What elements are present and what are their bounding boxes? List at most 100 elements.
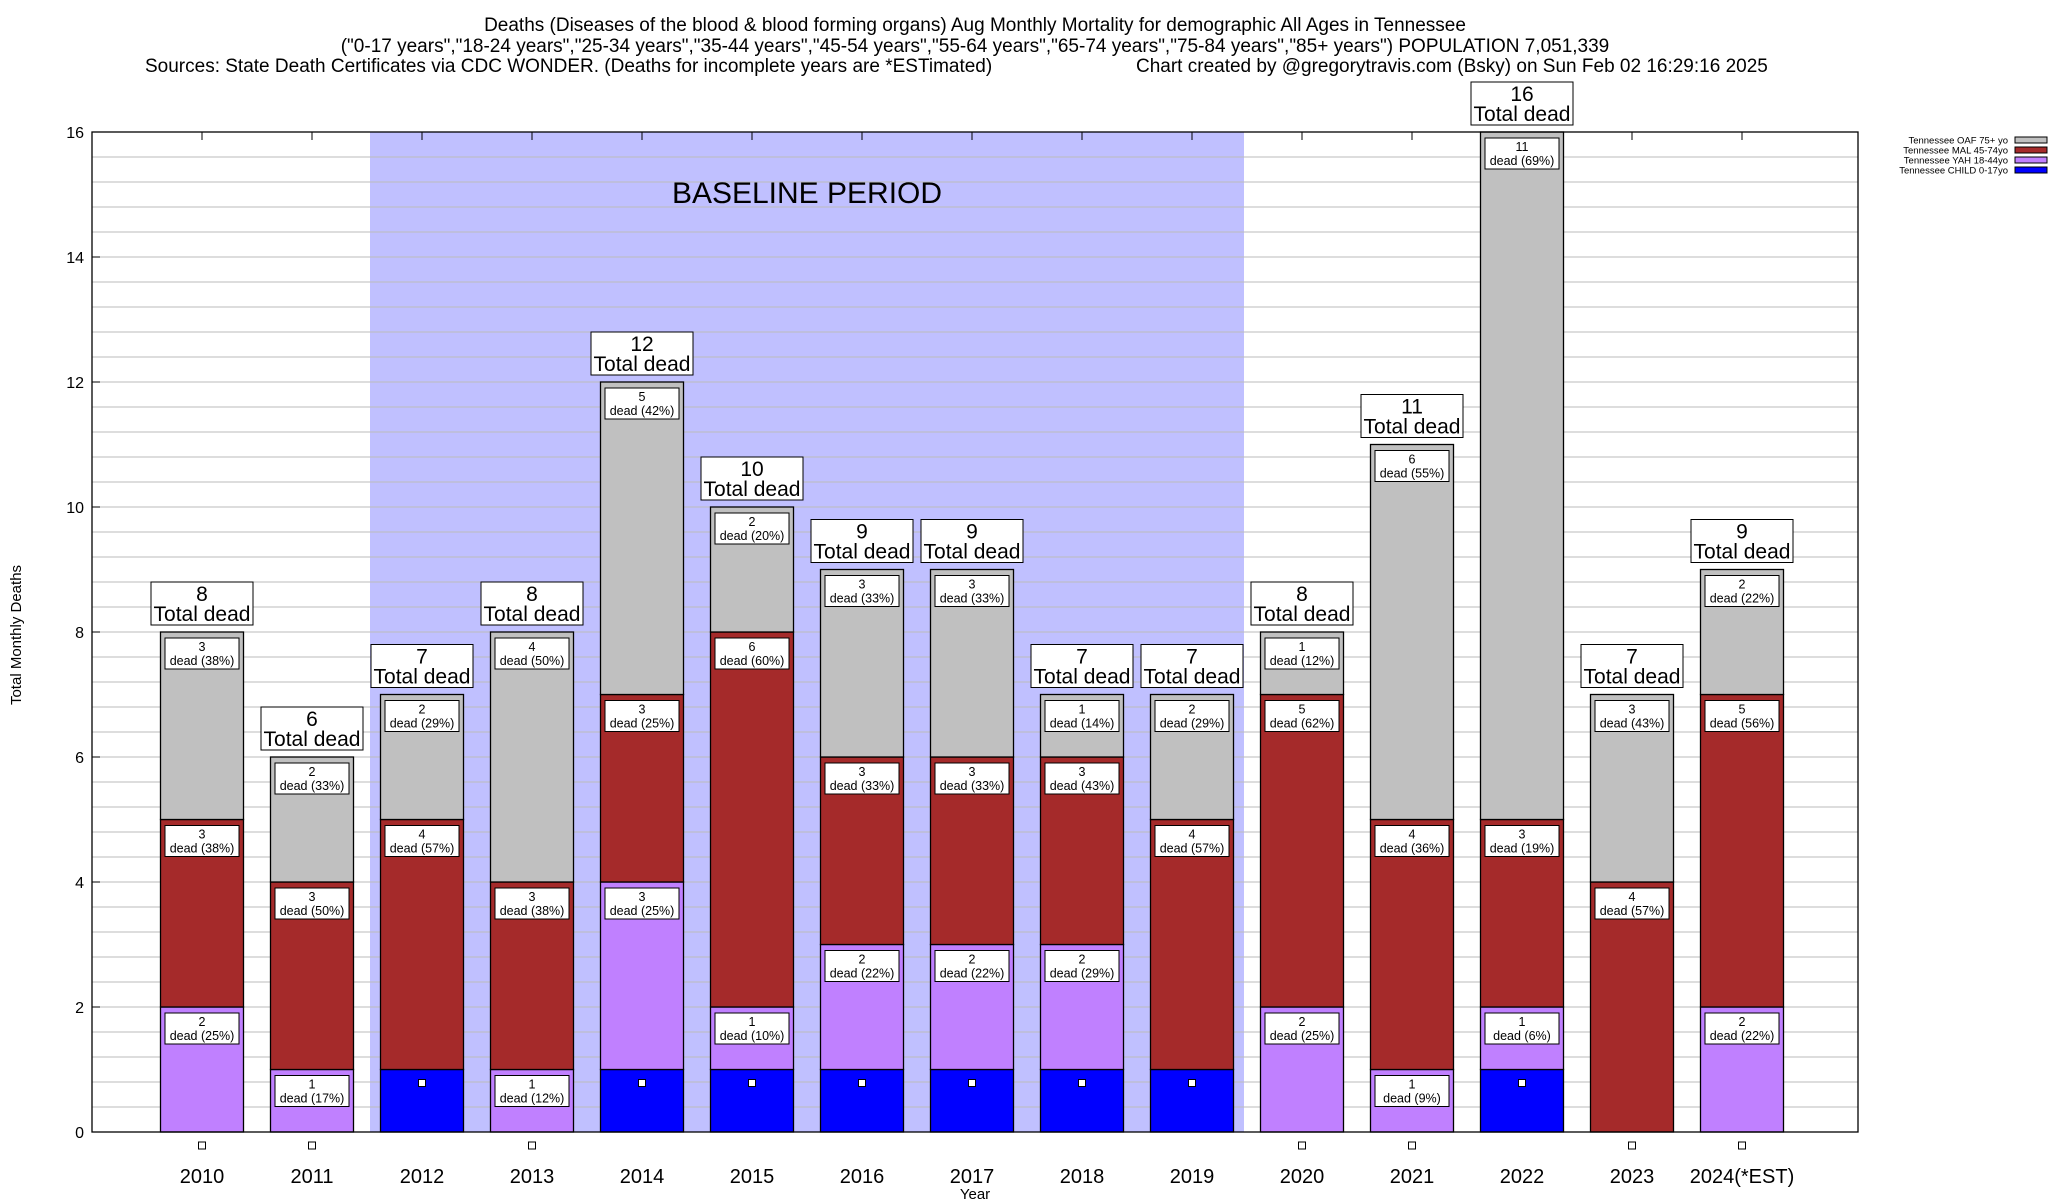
segment-count: 3: [639, 890, 646, 904]
segment-label-box: [274, 1075, 350, 1107]
y-tick-label: 12: [66, 375, 84, 392]
segment-label-box: [1594, 700, 1670, 732]
segment-count: 3: [969, 765, 976, 779]
segment-percent: dead (6%): [1493, 1029, 1551, 1043]
total-suffix: Total dead: [154, 603, 251, 626]
segment-percent: dead (9%): [1383, 1092, 1441, 1106]
legend-label: Tennessee CHILD 0-17yo: [1899, 166, 2008, 177]
segment-percent: dead (20%): [720, 529, 785, 543]
zero-child-marker: [1298, 1141, 1306, 1150]
total-count: 6: [306, 708, 318, 731]
segment-percent: dead (38%): [170, 842, 235, 856]
total-suffix: Total dead: [484, 603, 581, 626]
segment-count: 3: [859, 765, 866, 779]
segment-count: 2: [199, 1015, 206, 1029]
segment-count: 3: [969, 578, 976, 592]
segment-label-box: [824, 950, 900, 982]
bar-segment-mal: [1699, 693, 1785, 1008]
segment-label-box: [934, 575, 1010, 607]
bar-segment-child: [599, 1068, 685, 1133]
segment-label-box: [1374, 1075, 1450, 1107]
total-suffix: Total dead: [1034, 666, 1131, 689]
x-tick-label: 2022: [1500, 1166, 1545, 1188]
legend-label: Tennessee MAL 45-74yo: [1903, 146, 2008, 157]
segment-percent: dead (57%): [1600, 904, 1665, 918]
segment-label-box: [494, 637, 570, 670]
segment-label-box: [494, 887, 570, 920]
segment-count: 1: [1079, 703, 1086, 717]
segment-count: 2: [419, 703, 426, 717]
segment-percent: dead (22%): [940, 967, 1005, 981]
zero-child-marker: [1408, 1141, 1416, 1150]
segment-label-box: [384, 825, 460, 857]
segment-label-box: [384, 700, 460, 732]
total-suffix: Total dead: [594, 353, 691, 376]
segment-percent: dead (29%): [390, 717, 455, 731]
y-tick-label: 4: [75, 875, 84, 892]
segment-percent: dead (56%): [1710, 717, 1775, 731]
bar-segment-mal: [1259, 693, 1345, 1008]
segment-percent: dead (57%): [1160, 842, 1225, 856]
segment-label-box: [604, 700, 680, 732]
segment-label-box: [1594, 887, 1670, 920]
segment-percent: dead (29%): [1050, 967, 1115, 981]
segment-percent: dead (25%): [1270, 1029, 1335, 1043]
segment-count: 3: [529, 890, 536, 904]
segment-count: 4: [419, 828, 426, 842]
bar-segment-oaf: [1369, 443, 1455, 821]
chart-title-line-1: Deaths (Diseases of the blood & blood fo…: [484, 15, 1466, 36]
total-count: 7: [1076, 646, 1088, 669]
segment-count: 2: [1079, 953, 1086, 967]
x-tick-label: 2019: [1170, 1166, 1215, 1188]
total-label-box: [1030, 644, 1134, 688]
bar-segment-mal: [1589, 881, 1675, 1133]
segment-label-box: [274, 762, 350, 795]
segment-count: 2: [1299, 1015, 1306, 1029]
y-tick-label: 6: [75, 750, 84, 767]
segment-count: 1: [529, 1078, 536, 1092]
bar-segment-oaf: [489, 631, 575, 883]
segment-label-box: [1704, 1012, 1780, 1045]
bar-segment-mal: [1369, 818, 1455, 1071]
segment-count: 4: [529, 640, 536, 654]
legend-label: Tennessee OAF 75+ yo: [1908, 136, 2008, 147]
segment-percent: dead (60%): [720, 654, 785, 668]
segment-label-box: [1374, 450, 1450, 482]
segment-label-box: [714, 637, 790, 670]
segment-label-box: [1044, 950, 1120, 982]
total-suffix: Total dead: [924, 541, 1021, 564]
segment-percent: dead (22%): [1710, 592, 1775, 606]
segment-count: 1: [309, 1078, 316, 1092]
segment-count: 3: [859, 578, 866, 592]
segment-count: 2: [1739, 1015, 1746, 1029]
x-tick-label: 2020: [1280, 1166, 1325, 1188]
y-tick-label: 0: [75, 1125, 84, 1142]
segment-label-box: [164, 1012, 240, 1045]
segment-label-box: [934, 762, 1010, 795]
total-count: 7: [1186, 646, 1198, 669]
bar-segment-child: [929, 1068, 1015, 1133]
legend-swatch: [2014, 166, 2048, 174]
x-tick-label: 2011: [290, 1166, 333, 1188]
total-label-box: [1250, 581, 1354, 626]
segment-percent: dead (12%): [1270, 654, 1335, 668]
segment-count: 3: [199, 640, 206, 654]
child-marker: [638, 1079, 646, 1087]
total-label-box: [370, 644, 474, 688]
x-tick-label: 2024(*EST): [1690, 1166, 1795, 1188]
segment-count: 4: [1189, 828, 1196, 842]
segment-label-box: [274, 887, 350, 920]
plot-frame: [91, 131, 1859, 1133]
segment-count: 2: [969, 953, 976, 967]
total-suffix: Total dead: [1254, 603, 1351, 626]
segment-count: 6: [749, 640, 756, 654]
total-count: 8: [526, 583, 538, 606]
segment-percent: dead (12%): [500, 1092, 565, 1106]
total-label-box: [260, 706, 364, 751]
bar-segment-child: [1039, 1068, 1125, 1133]
bar-segment-child: [709, 1068, 795, 1133]
child-marker: [858, 1079, 866, 1087]
segment-label-box: [1044, 700, 1120, 732]
segment-percent: dead (57%): [390, 842, 455, 856]
child-marker: [1188, 1079, 1196, 1087]
